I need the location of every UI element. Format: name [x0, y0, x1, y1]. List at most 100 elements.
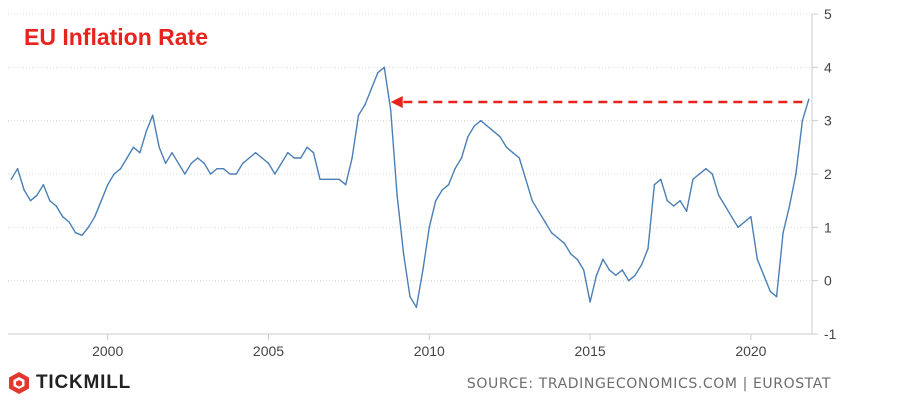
data-point [473, 125, 475, 127]
data-point [685, 210, 688, 212]
data-point [795, 173, 797, 175]
data-point [415, 306, 418, 308]
data-point [396, 194, 398, 196]
data-point [351, 157, 353, 159]
data-point [563, 242, 566, 244]
x-axis-ticks: 2000 2005 2010 2015 2020 [8, 333, 812, 359]
data-point [55, 205, 57, 207]
data-point [197, 157, 199, 159]
data-point [634, 274, 636, 276]
data-point [293, 157, 295, 159]
data-point [74, 232, 77, 234]
data-point [119, 168, 122, 170]
data-point [602, 258, 604, 260]
series-line [10, 66, 810, 308]
data-point [525, 178, 527, 180]
data-point [357, 114, 360, 117]
data-point [16, 168, 19, 170]
data-point [666, 200, 668, 202]
data-point [505, 146, 508, 148]
data-point [737, 226, 739, 228]
data-point [763, 274, 765, 276]
data-point [435, 200, 437, 202]
data-point [537, 210, 540, 212]
data-point [370, 88, 373, 90]
data-point [531, 200, 533, 202]
data-point [570, 253, 572, 255]
data-point [743, 221, 746, 223]
y-tick-label: 1 [824, 219, 832, 235]
y-tick-label: 4 [824, 59, 832, 75]
data-point [100, 200, 103, 202]
data-point [10, 178, 12, 180]
y-tick-label: 3 [824, 113, 832, 129]
y-tick-label: 2 [824, 166, 832, 182]
data-point [499, 136, 501, 138]
data-point [653, 184, 656, 186]
data-point [724, 205, 726, 207]
data-point [615, 274, 617, 276]
data-point [248, 157, 250, 159]
data-point [383, 66, 385, 69]
data-point [87, 226, 90, 228]
grid-lines [8, 13, 812, 335]
data-point [608, 269, 611, 271]
data-point [518, 157, 520, 159]
x-tick-label: 2005 [253, 343, 284, 359]
data-point [595, 274, 598, 276]
data-point [209, 173, 212, 175]
x-tick-label: 2000 [92, 343, 123, 359]
data-point [36, 194, 38, 196]
data-point [756, 258, 758, 260]
x-tick-label: 2020 [735, 343, 766, 359]
data-point [171, 152, 173, 154]
data-point [447, 184, 450, 186]
data-point [345, 184, 347, 186]
data-point [81, 234, 83, 236]
data-point [158, 146, 160, 148]
data-point [769, 290, 771, 292]
data-point [216, 168, 218, 170]
data-point [287, 152, 289, 154]
data-point [177, 162, 180, 164]
data-point [325, 178, 328, 180]
data-point [364, 104, 366, 106]
data-point [788, 205, 791, 207]
data-point [775, 296, 778, 298]
y-tick-label: -1 [824, 326, 837, 342]
data-point [460, 157, 463, 159]
y-axis-ticks: 5 4 3 2 1 0 -1 [811, 6, 837, 342]
x-tick-label: 2015 [575, 343, 606, 359]
data-point [94, 216, 96, 218]
data-point [647, 248, 649, 250]
data-point [544, 221, 546, 223]
data-point [229, 173, 231, 175]
data-point [152, 114, 154, 117]
data-point [261, 157, 263, 159]
data-point [441, 189, 443, 191]
data-point [589, 301, 591, 303]
data-point [550, 232, 553, 234]
data-point [454, 168, 456, 170]
data-point [750, 216, 752, 218]
data-point [242, 162, 244, 164]
data-point [576, 258, 578, 260]
data-point [267, 162, 270, 164]
data-point [377, 72, 379, 74]
data-point [42, 184, 45, 186]
data-point [628, 280, 630, 282]
data-point [68, 221, 70, 223]
data-point [730, 216, 733, 218]
data-point [139, 152, 141, 154]
data-point [428, 226, 430, 228]
data-point [107, 184, 109, 186]
data-point [280, 162, 283, 164]
source-label: SOURCE: TRADINGECONOMICS.COM | EUROSTAT [466, 376, 831, 392]
data-point [801, 120, 804, 122]
data-point [126, 157, 128, 159]
data-point [190, 162, 192, 164]
data-point [808, 98, 810, 101]
data-point [718, 194, 720, 196]
y-tick-label: 5 [824, 6, 832, 22]
